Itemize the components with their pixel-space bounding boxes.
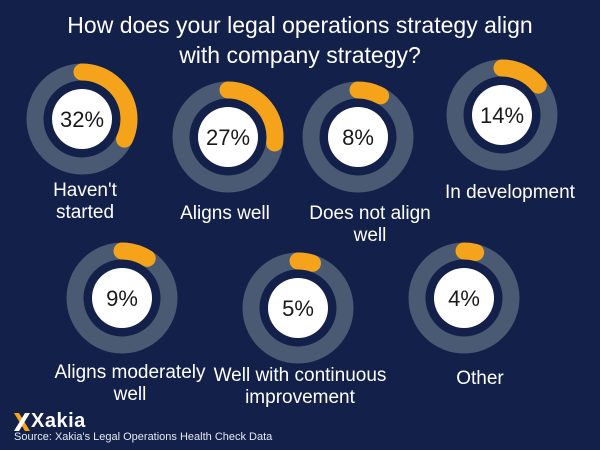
xakia-mark-icon [14,412,30,431]
donut-value-label: 27% [206,125,250,150]
donut-value-arc [408,242,520,354]
label-havent-started: Haven't started [53,180,117,223]
donut-center [472,85,532,145]
donut-value-arc [66,242,178,354]
logo-text: Xakia [31,410,86,432]
chart-title: How does your legal operations strategy … [0,10,600,70]
donut-value-arc [242,252,354,364]
label-other: Other [456,368,504,389]
label-continuous-improvement: Well with continuous improvement [213,365,387,408]
donut-center [92,268,152,328]
donut-center [52,89,112,149]
donut-center [198,107,258,167]
donut-value-label: 14% [480,103,524,128]
label-aligns-well: Aligns well [180,203,270,224]
donut-value-label: 32% [60,107,104,132]
label-aligns-moderately-well: Aligns moderately well [54,362,206,405]
donut-value-label: 5% [282,296,314,321]
donut-havent-started: 32% [26,63,138,175]
donut-center [434,268,494,328]
donut-value-label: 9% [106,286,138,311]
donut-center [328,107,388,167]
donut-value-label: 8% [342,125,374,150]
title-line-1: How does your legal operations strategy … [67,12,533,38]
donut-aligns-well: 27% [172,81,284,193]
donut-continuous-improvement: 5% [242,252,354,364]
donut-value-arc [172,81,284,193]
donut-value-arc [446,59,558,171]
donut-aligns-moderately-well: 9% [66,242,178,354]
label-in-development: In development [445,182,575,203]
donut-value-arc [302,81,414,193]
xakia-logo: Xakia [14,410,86,433]
donut-in-development: 14% [446,59,558,171]
donut-center [268,278,328,338]
label-does-not-align-well: Does not align well [309,203,431,246]
donut-value-label: 4% [448,286,480,311]
donut-other: 4% [408,242,520,354]
title-line-2: with company strategy? [179,42,421,68]
donut-value-arc [26,63,138,175]
source-note: Source: Xakia's Legal Operations Health … [14,431,273,443]
donut-does-not-align-well: 8% [302,81,414,193]
